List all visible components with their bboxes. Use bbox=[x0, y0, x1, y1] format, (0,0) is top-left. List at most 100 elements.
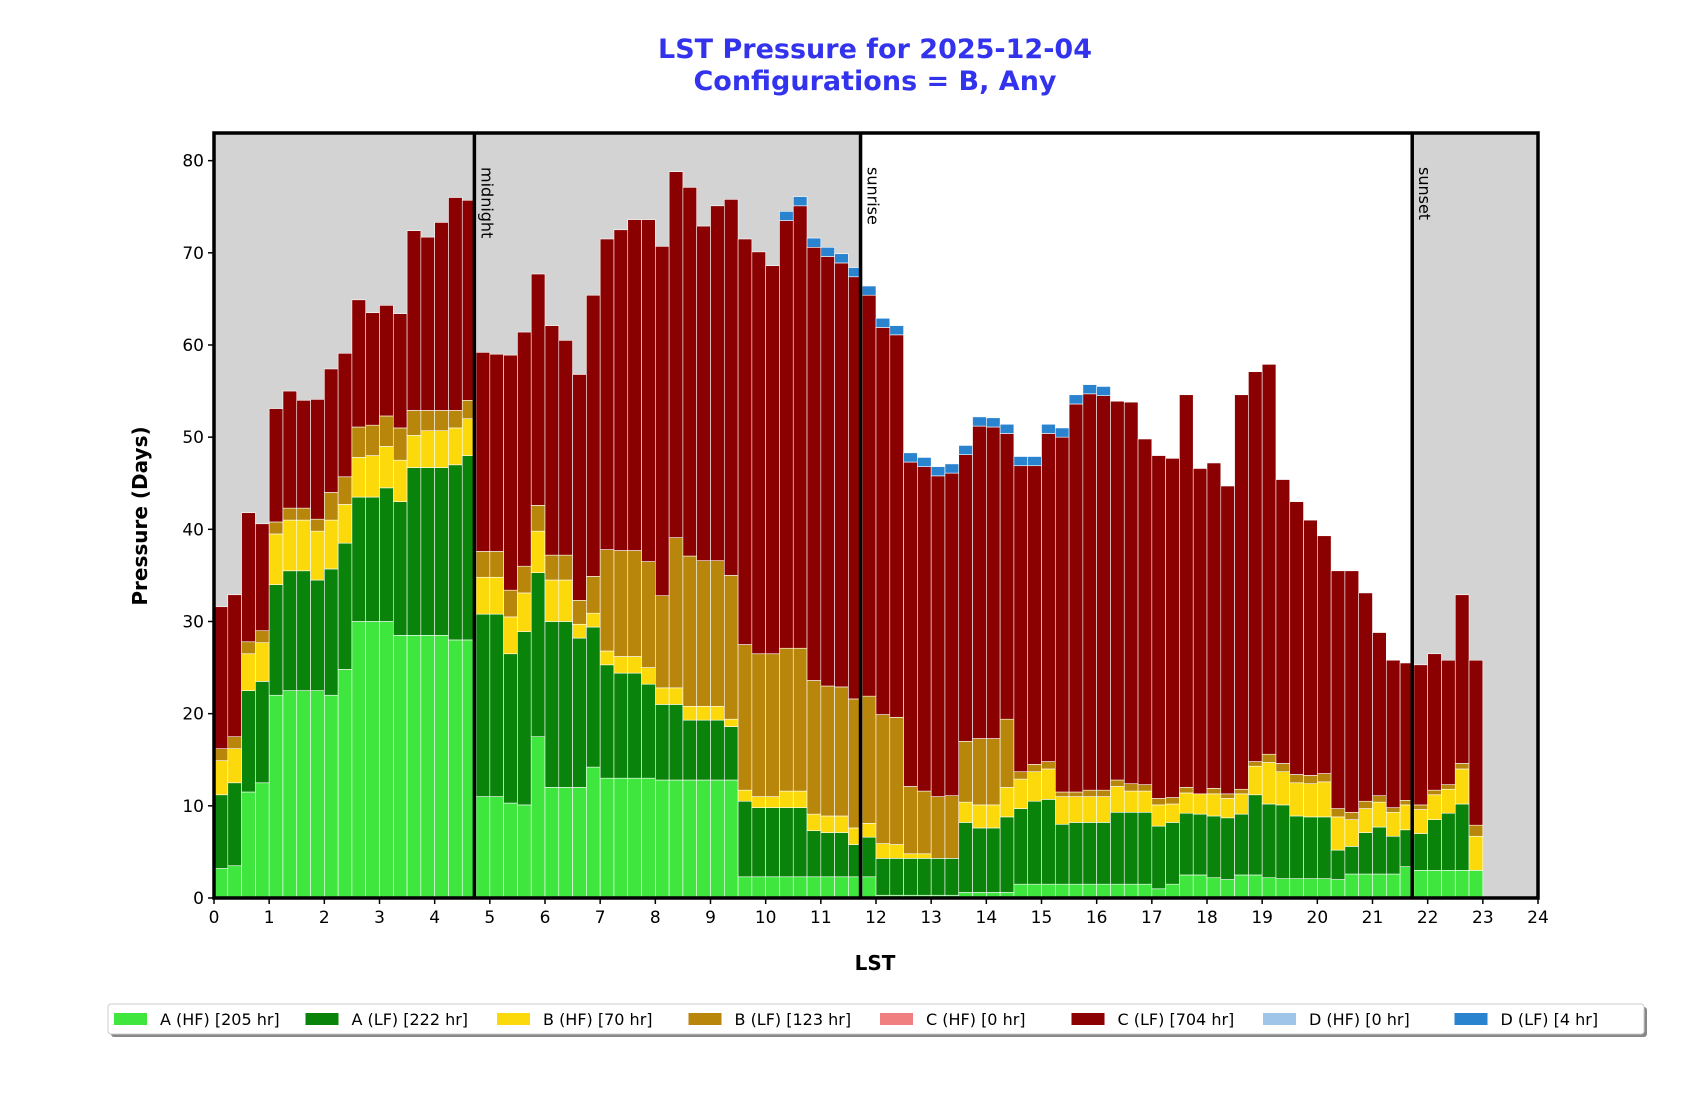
bar-segment bbox=[379, 621, 394, 899]
bar-segment bbox=[1054, 427, 1070, 438]
bar-segment bbox=[1344, 846, 1360, 875]
bar-segment bbox=[875, 843, 891, 859]
bar-segment bbox=[1041, 768, 1056, 800]
bar-segment bbox=[1454, 768, 1470, 805]
bar-segment bbox=[1054, 823, 1070, 885]
bar-segment bbox=[296, 690, 311, 899]
bar-segment bbox=[475, 551, 491, 578]
bar-segment bbox=[530, 273, 546, 506]
bar-segment bbox=[737, 789, 753, 802]
bar-segment bbox=[434, 467, 449, 636]
bar-segment bbox=[324, 492, 339, 521]
bar-segment bbox=[1165, 883, 1180, 899]
bar-segment bbox=[1358, 832, 1373, 875]
bar-segment bbox=[1110, 779, 1125, 787]
bar-segment bbox=[627, 672, 642, 779]
bar-segment bbox=[379, 446, 394, 489]
bar-segment bbox=[682, 705, 698, 721]
bar-segment bbox=[861, 836, 877, 878]
bar-segment bbox=[406, 635, 422, 899]
bar-segment bbox=[268, 408, 284, 523]
bar-segment bbox=[820, 256, 835, 687]
bar-segment bbox=[710, 205, 725, 561]
bar-segment bbox=[324, 694, 339, 899]
bar-segment bbox=[1110, 400, 1125, 781]
bar-segment bbox=[806, 680, 822, 815]
bar-segment bbox=[1110, 811, 1125, 885]
bar-segment bbox=[227, 594, 242, 738]
bar-segment bbox=[1027, 800, 1042, 885]
bar-segment bbox=[655, 246, 670, 596]
bar-segment bbox=[1275, 804, 1291, 879]
bar-segment bbox=[572, 374, 587, 601]
bar-segment bbox=[241, 791, 256, 899]
bar-segment bbox=[599, 664, 615, 779]
bar-segment bbox=[1151, 455, 1166, 799]
bar-segment bbox=[765, 807, 780, 878]
bar-segment bbox=[296, 570, 311, 691]
bar-segment bbox=[213, 760, 229, 796]
bar-segment bbox=[792, 205, 808, 649]
bar-segment bbox=[1041, 883, 1056, 899]
bar-segment bbox=[710, 719, 725, 781]
bar-segment bbox=[792, 647, 808, 792]
bar-segment bbox=[227, 748, 242, 784]
bar-segment bbox=[930, 858, 946, 896]
bar-segment bbox=[972, 416, 987, 427]
bar-segment bbox=[1330, 570, 1346, 809]
bar-segment bbox=[944, 472, 960, 796]
x-tick-label: 7 bbox=[595, 908, 606, 928]
bar-segment bbox=[1303, 783, 1318, 818]
bar-segment bbox=[1303, 878, 1318, 899]
bar-segment bbox=[1289, 878, 1304, 899]
bar-segment bbox=[972, 827, 987, 893]
bar-segment bbox=[1123, 790, 1139, 813]
bar-segment bbox=[613, 777, 629, 899]
bar-segment bbox=[834, 876, 849, 899]
bar-segment bbox=[1013, 456, 1029, 467]
bar-segment bbox=[1427, 870, 1442, 899]
legend-label: B (HF) [70 hr] bbox=[543, 1010, 653, 1029]
bar-segment bbox=[351, 496, 367, 622]
bar-segment bbox=[1261, 762, 1277, 805]
bar-segment bbox=[1427, 653, 1442, 791]
bar-segment bbox=[1027, 883, 1042, 899]
bar-segment bbox=[1330, 849, 1346, 880]
bar-segment bbox=[503, 653, 518, 804]
bar-segment bbox=[834, 686, 849, 817]
bar-segment bbox=[779, 647, 794, 792]
bar-segment bbox=[1372, 795, 1387, 803]
x-tick-label: 21 bbox=[1362, 908, 1384, 928]
legend-label: C (HF) [0 hr] bbox=[926, 1010, 1026, 1029]
bar-segment bbox=[1248, 371, 1263, 762]
bar-segment bbox=[875, 714, 891, 844]
bar-segment bbox=[668, 704, 684, 781]
bar-segment bbox=[337, 669, 353, 899]
bar-segment bbox=[1317, 781, 1332, 818]
bar-segment bbox=[268, 694, 284, 899]
bar-segment bbox=[448, 410, 463, 429]
bar-segment bbox=[1054, 436, 1070, 793]
bar-segment bbox=[613, 229, 629, 551]
bar-segment bbox=[296, 507, 311, 521]
bar-segment bbox=[1303, 775, 1318, 785]
bar-segment bbox=[751, 807, 766, 878]
bar-segment bbox=[1013, 808, 1029, 885]
bar-segment bbox=[903, 786, 918, 855]
bar-segment bbox=[696, 719, 711, 781]
bar-segment bbox=[282, 519, 298, 572]
bar-segment bbox=[1165, 822, 1180, 885]
bar-segment bbox=[392, 459, 408, 502]
bar-segment bbox=[723, 718, 739, 727]
bar-segment bbox=[1234, 793, 1249, 815]
bar-segment bbox=[489, 551, 504, 578]
bar-segment bbox=[544, 325, 560, 556]
bar-segment bbox=[213, 794, 229, 869]
bar-segment bbox=[1082, 796, 1097, 823]
bar-segment bbox=[765, 653, 780, 797]
bar-segment bbox=[489, 796, 504, 899]
bar-segment bbox=[1096, 386, 1111, 396]
bar-segment bbox=[889, 325, 904, 336]
bar-segment bbox=[448, 427, 463, 466]
bar-segment bbox=[1385, 873, 1401, 899]
